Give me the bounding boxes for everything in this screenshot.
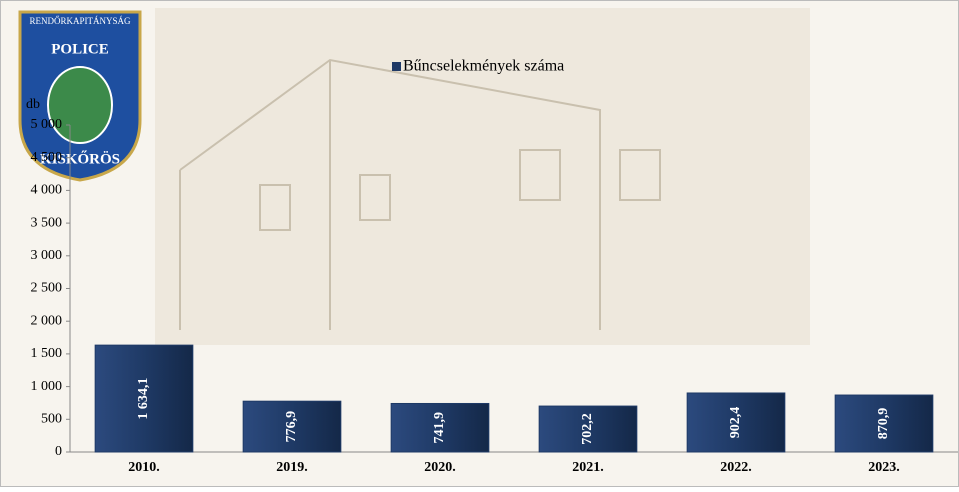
- y-tick-label: 1 500: [31, 346, 63, 361]
- value-label: 902,4: [728, 407, 743, 439]
- x-tick-label: 2023.: [868, 460, 900, 475]
- y-tick-label: 4 500: [31, 150, 63, 165]
- value-label: 1 634,1: [136, 378, 151, 420]
- logo-text: POLICE: [51, 41, 109, 57]
- y-tick-label: 500: [41, 412, 62, 427]
- x-tick-label: 2021.: [572, 460, 604, 475]
- y-tick-label: 1 000: [31, 379, 63, 394]
- value-label: 870,9: [876, 408, 891, 440]
- value-label: 741,9: [432, 412, 447, 444]
- axis-label: db: [26, 97, 40, 112]
- logo-text: RENDŐRKAPITÁNYSÁG: [29, 16, 131, 26]
- y-tick-label: 3 500: [31, 215, 63, 230]
- legend-swatch: [392, 62, 401, 71]
- y-tick-label: 0: [55, 444, 62, 459]
- value-label: 702,2: [580, 413, 595, 445]
- x-tick-label: 2010.: [128, 460, 160, 475]
- x-tick-label: 2020.: [424, 460, 456, 475]
- y-tick-label: 2 000: [31, 313, 63, 328]
- value-label: 776,9: [284, 411, 299, 443]
- y-tick-label: 5 000: [31, 117, 63, 132]
- y-tick-label: 3 000: [31, 248, 63, 263]
- x-tick-label: 2022.: [720, 460, 752, 475]
- chart: RENDŐRKAPITÁNYSÁG POLICE KISKŐRÖS db 050…: [0, 0, 959, 487]
- x-tick-label: 2019.: [276, 460, 308, 475]
- y-tick-label: 4 000: [31, 183, 63, 198]
- y-tick-label: 2 500: [31, 281, 63, 296]
- legend-label: Bűncselekmények száma: [403, 58, 564, 75]
